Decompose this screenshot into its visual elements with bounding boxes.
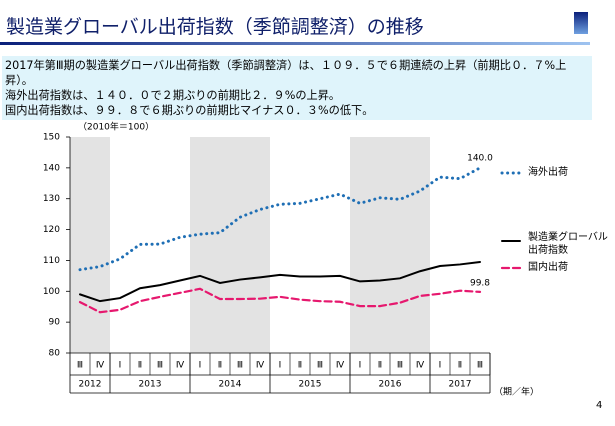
- y-tick-label: 150: [43, 133, 60, 143]
- y-tick-label: 140: [43, 163, 60, 173]
- corner-decoration: [574, 12, 588, 34]
- slide-title: 製造業グローバル出荷指数（季節調整済）の推移: [6, 16, 424, 38]
- x-tick-label: Ⅲ: [237, 361, 243, 371]
- y-tick-label: 130: [43, 194, 60, 204]
- x-tick-label: Ⅱ: [138, 361, 142, 371]
- summary-line: 国内出荷指数は、９９．８で６期ぶりの前期比マイナス０．３%の低下。: [5, 104, 374, 117]
- data-label: 99.8: [470, 278, 490, 288]
- year-band: [350, 137, 430, 353]
- legend-label: 海外出荷: [528, 167, 568, 178]
- y-tick-label: 90: [49, 318, 61, 328]
- x-tick-label: Ⅲ: [477, 361, 483, 371]
- x-tick-label: Ⅳ: [416, 361, 425, 371]
- x-tick-label: Ⅰ: [119, 361, 122, 371]
- summary-line: 海外出荷指数は、１４０．０で２期ぶりの前期比２．９%の上昇。: [5, 89, 341, 102]
- x-tick-label: Ⅱ: [298, 361, 302, 371]
- series-line: [79, 260, 481, 303]
- data-label: 140.0: [467, 153, 493, 163]
- x-tick-label: Ⅱ: [218, 361, 222, 371]
- y-tick-label: 120: [43, 225, 60, 235]
- x-tick-label: Ⅲ: [317, 361, 323, 371]
- year-band: [70, 137, 110, 353]
- x-tick-label: Ⅰ: [439, 361, 442, 371]
- x-tick-label: Ⅳ: [96, 361, 105, 371]
- legend-label: 国内出荷: [528, 262, 568, 273]
- summary-line: 2017年第Ⅲ期の製造業グローバル出荷指数（季節調整済）は、１０９．５で６期連続…: [5, 59, 567, 87]
- legend-label: 製造業グローバル出荷指数: [528, 232, 608, 256]
- year-label: 2015: [299, 380, 322, 390]
- page-number: 4: [596, 400, 603, 411]
- x-tick-label: Ⅲ: [157, 361, 163, 371]
- y-tick-label: 80: [49, 349, 61, 359]
- year-shading: [70, 137, 430, 353]
- title-rule: [0, 42, 590, 45]
- x-tick-label: Ⅲ: [397, 361, 403, 371]
- year-label: 2016: [379, 380, 402, 390]
- year-label: 2012: [79, 380, 102, 390]
- x-tick-label: Ⅰ: [279, 361, 282, 371]
- x-tick-label: Ⅲ: [77, 361, 83, 371]
- x-tick-label: Ⅰ: [199, 361, 202, 371]
- series-line: [78, 166, 482, 272]
- x-unit-note: （期／年）: [494, 386, 539, 398]
- year-label: 2014: [219, 380, 242, 390]
- y-tick-label: 110: [43, 256, 60, 266]
- series-line: [78, 287, 482, 314]
- x-tick-label: Ⅱ: [458, 361, 462, 371]
- x-tick-label: Ⅳ: [336, 361, 345, 371]
- y-tick-label: 100: [43, 287, 60, 297]
- summary-box: 2017年第Ⅲ期の製造業グローバル出荷指数（季節調整済）は、１０９．５で６期連続…: [2, 56, 592, 120]
- x-tick-label: Ⅱ: [378, 361, 382, 371]
- x-tick-label: Ⅰ: [359, 361, 362, 371]
- x-tick-label: Ⅳ: [256, 361, 265, 371]
- x-tick-label: Ⅳ: [176, 361, 185, 371]
- year-label: 2017: [449, 380, 472, 390]
- year-label: 2013: [139, 380, 162, 390]
- year-band: [190, 137, 270, 353]
- y-unit-note: （2010年＝100）: [78, 121, 154, 133]
